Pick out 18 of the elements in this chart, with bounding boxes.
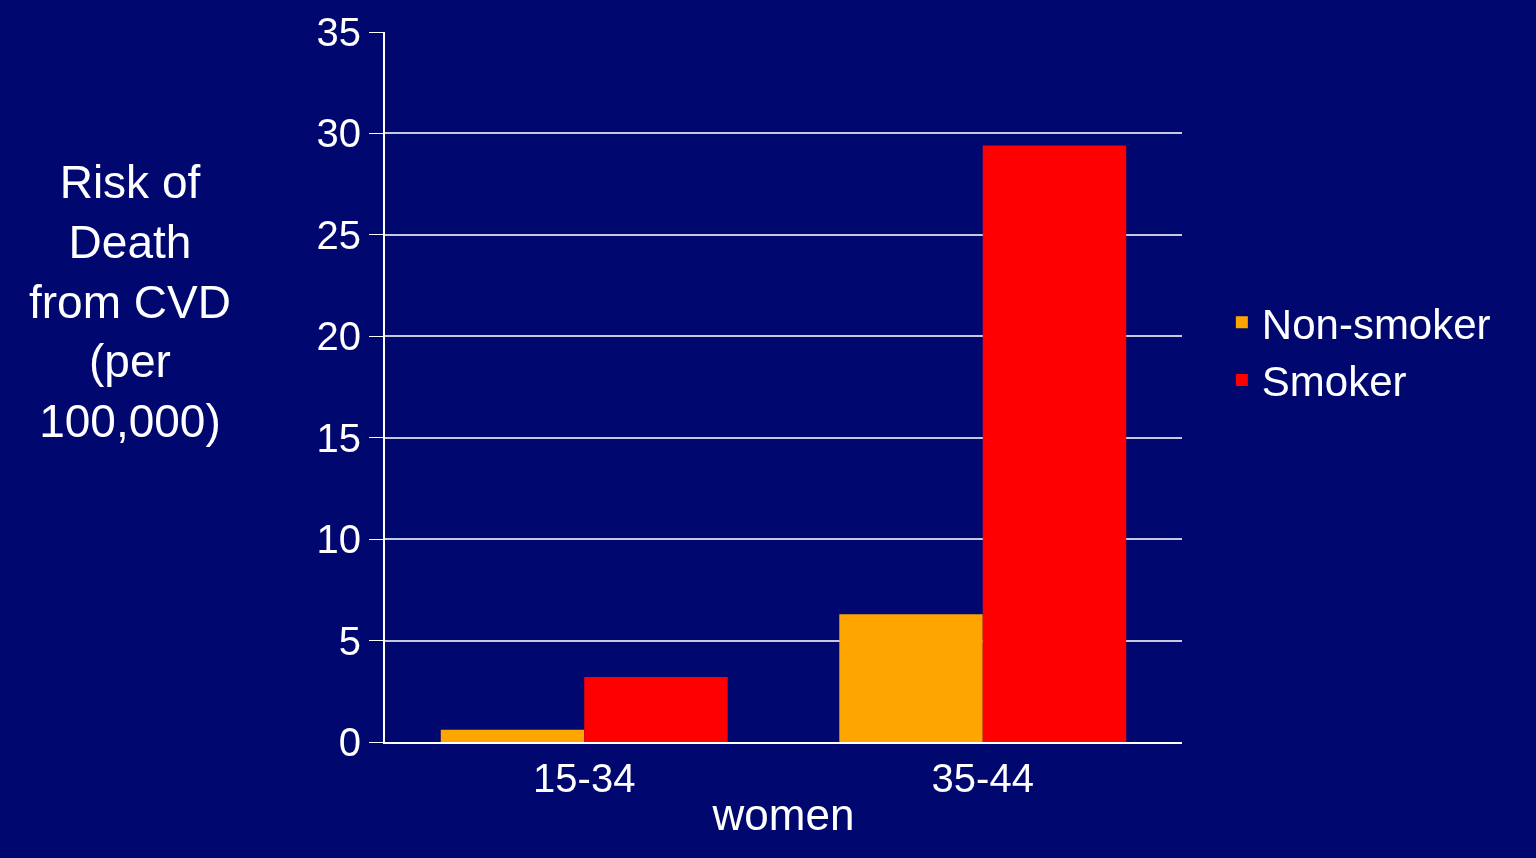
x-tick-label: 35-44 <box>931 756 1034 800</box>
y-tick-label: 35 <box>316 10 361 54</box>
y-axis-title: Risk of Death from CVD (per 100,000) <box>29 156 231 448</box>
y-tick-label: 30 <box>316 111 361 156</box>
y-tick-label: 0 <box>338 720 361 764</box>
bar <box>440 729 585 742</box>
x-axis-title: women <box>711 789 855 839</box>
bar <box>584 677 728 742</box>
bar <box>982 145 1127 742</box>
y-tick-label: 15 <box>316 415 361 460</box>
legend-label: Non-smoker <box>1261 300 1491 348</box>
y-tick-label: 10 <box>316 517 361 562</box>
bar <box>839 614 983 742</box>
legend-label: Smoker <box>1261 358 1407 406</box>
y-tick-label: 5 <box>338 618 361 663</box>
y-tick-label: 25 <box>316 212 361 257</box>
y-tick-label: 20 <box>316 314 361 359</box>
x-tick-label: 15-34 <box>533 756 636 800</box>
